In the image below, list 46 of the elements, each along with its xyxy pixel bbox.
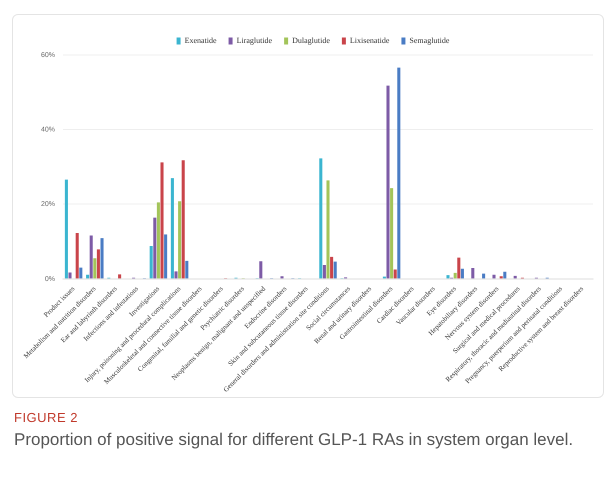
bar [503, 272, 506, 278]
bar [319, 158, 322, 278]
bar [492, 274, 496, 278]
bar [322, 265, 326, 278]
bar [514, 276, 517, 278]
bar [330, 256, 334, 278]
bar [64, 180, 68, 278]
legend-label: Lixisenatide [350, 36, 390, 46]
bar [259, 261, 262, 278]
bar [457, 258, 460, 278]
bar [160, 162, 164, 278]
bar [150, 246, 153, 278]
bar [397, 68, 400, 278]
bar [86, 274, 90, 278]
bar [185, 260, 188, 278]
bar [471, 268, 474, 278]
bar [170, 178, 174, 278]
legend-label: Semaglutide [409, 36, 450, 46]
bar [156, 202, 160, 278]
bar [386, 86, 390, 278]
bar [482, 274, 486, 278]
bar [394, 270, 397, 278]
bar [454, 272, 457, 278]
bar [153, 218, 156, 278]
bar [76, 232, 79, 278]
bar [93, 258, 96, 278]
bar [390, 188, 394, 278]
bar [90, 236, 93, 278]
bar [460, 268, 464, 278]
bar [174, 271, 178, 278]
legend-label: Liraglutide [236, 36, 273, 46]
bar [68, 272, 72, 278]
bar [446, 275, 450, 278]
bar [79, 268, 82, 278]
bar [100, 238, 104, 278]
bar [326, 180, 330, 278]
bar [96, 249, 100, 278]
legend-label: Dulaglutide [292, 36, 330, 46]
bar [334, 262, 337, 278]
bar [118, 274, 122, 278]
bar [164, 234, 168, 278]
legend-label: Exenatide [184, 36, 218, 46]
caption: FIGURE 2 [14, 410, 79, 425]
bar [178, 201, 182, 278]
text: Proportion of positive signal for different GLP-1 RAs in system organ level. [14, 429, 574, 451]
bar [182, 160, 185, 278]
